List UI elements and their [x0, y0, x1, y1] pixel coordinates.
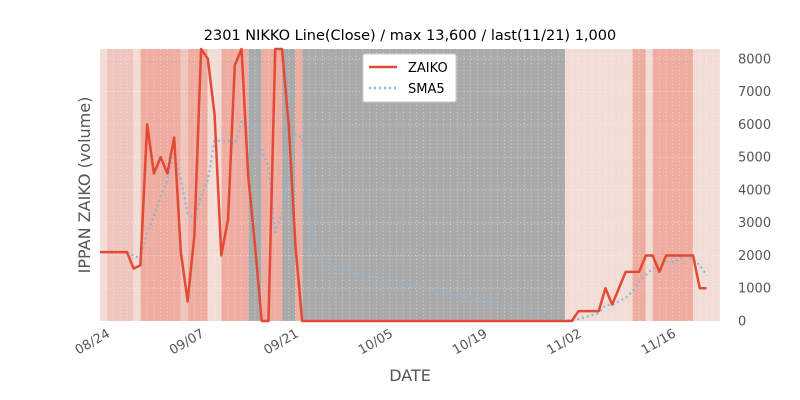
y-tick-label: 6000	[738, 118, 771, 133]
legend-zaiko-label: ZAIKO	[408, 61, 448, 76]
x-tick-label: 09/07	[167, 326, 207, 358]
background-band-15	[645, 49, 653, 321]
background-band-0	[100, 49, 107, 321]
zaiko-series	[100, 47, 707, 323]
y-tick-label: 2000	[738, 249, 771, 264]
y-tick-label: 5000	[738, 151, 771, 166]
y-tick-label: 0	[738, 315, 746, 330]
plot-area	[99, 47, 721, 323]
y-tick-label: 4000	[738, 183, 771, 198]
legend-sma5-label: SMA5	[408, 82, 445, 97]
background-band-14	[632, 49, 646, 321]
legend: ZAIKO SMA5	[362, 53, 457, 103]
y-tick-label: 3000	[738, 216, 771, 231]
background-band-3	[140, 49, 181, 321]
x-tick-label: 11/16	[639, 326, 679, 358]
y-tick-label: 7000	[738, 85, 771, 100]
x-tick-label: 10/19	[450, 326, 490, 358]
x-tick-label: 09/21	[261, 326, 301, 358]
background-band-13	[565, 49, 633, 321]
x-tick-label: 10/05	[356, 326, 396, 358]
y-axis-label: IPPAN ZAIKO (volume)	[75, 97, 94, 274]
background-band-1	[106, 49, 134, 321]
background-band-11	[295, 49, 303, 321]
x-axis-label: DATE	[389, 366, 431, 385]
x-tick-label: 08/24	[73, 326, 113, 358]
x-axis-ticks: 08/24 09/07 09/21 10/05 10/19 11/02 11/16	[73, 326, 679, 358]
background-band-10	[281, 49, 296, 321]
background-band-16	[652, 49, 694, 321]
y-tick-label: 8000	[738, 52, 771, 67]
background-band-2	[133, 49, 141, 321]
background-band-8	[248, 49, 262, 321]
y-tick-label: 1000	[738, 282, 771, 297]
y-axis-ticks: 0 1000 2000 3000 4000 5000 6000 7000 8000	[738, 52, 771, 329]
background-band-4	[180, 49, 188, 321]
chart-title: 2301 NIKKO Line(Close) / max 13,600 / la…	[204, 28, 616, 44]
x-tick-label: 11/02	[545, 326, 585, 358]
zaiko-line	[100, 47, 707, 323]
background-band-6	[207, 49, 222, 321]
